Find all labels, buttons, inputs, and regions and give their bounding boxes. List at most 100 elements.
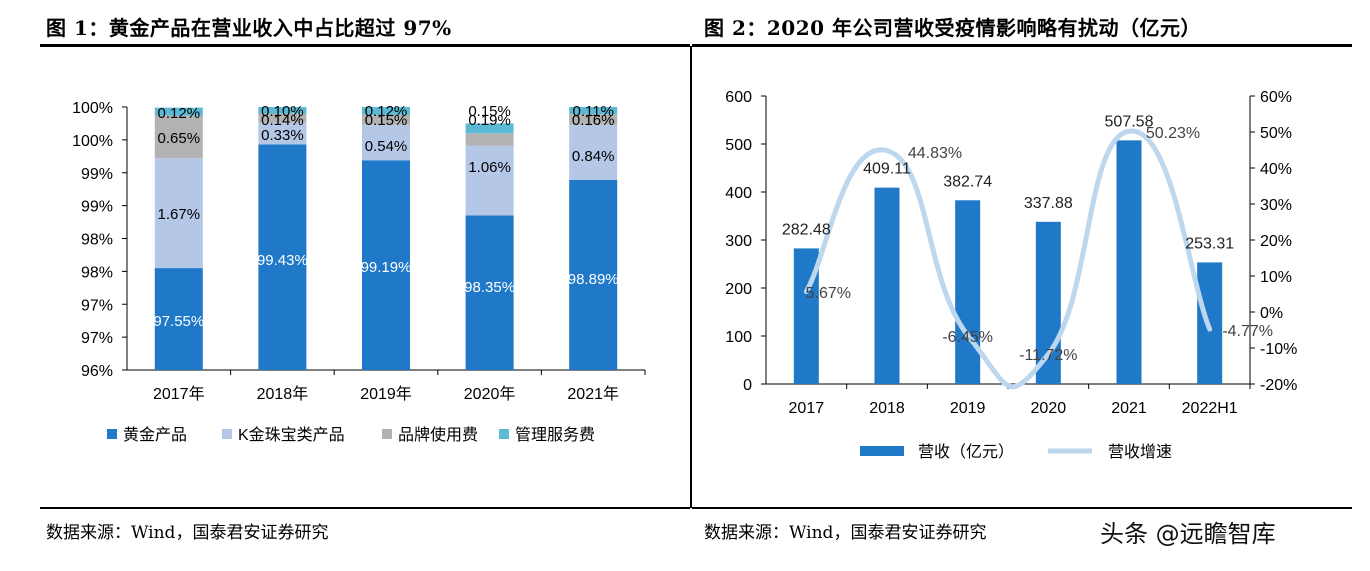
x-tick-label: 2022H1 bbox=[1182, 400, 1238, 417]
figure-2-source: 数据来源：Wind，国泰君安证券研究 bbox=[704, 523, 987, 543]
figure-1-title-rule bbox=[40, 44, 690, 47]
bar-segment-管理服务费 bbox=[465, 123, 514, 134]
revenue-bar bbox=[955, 200, 981, 384]
right-tick-label: 40% bbox=[1260, 161, 1292, 178]
figure-1-source: 数据来源：Wind，国泰君安证券研究 bbox=[46, 523, 329, 543]
revenue-data-label: 337.88 bbox=[1024, 195, 1073, 212]
bar-segment-K金珠宝类产品 bbox=[569, 124, 618, 180]
figure-2-title-rule bbox=[692, 44, 1352, 47]
revenue-data-label: 409.11 bbox=[863, 161, 911, 178]
legend-label: 黄金产品 bbox=[123, 426, 187, 444]
bar-segment-黄金产品 bbox=[258, 144, 307, 370]
data-label-gold: 97.55% bbox=[153, 313, 204, 330]
x-tick-label: 2017 bbox=[789, 400, 825, 417]
legend-label-revenue: 营收（亿元） bbox=[918, 443, 1014, 461]
data-label-kgold: 1.67% bbox=[158, 206, 201, 223]
right-tick-label: 50% bbox=[1260, 125, 1292, 142]
figure-1-bottom-rule bbox=[40, 507, 690, 509]
bar-segment-管理服务费 bbox=[258, 107, 307, 114]
bar-segment-品牌使用费 bbox=[258, 113, 307, 123]
revenue-data-label: 507.58 bbox=[1105, 113, 1154, 130]
legend-label: K金珠宝类产品 bbox=[238, 426, 345, 444]
revenue-data-label: 253.31 bbox=[1185, 235, 1234, 252]
revenue-bar bbox=[874, 187, 900, 384]
x-tick-label: 2019 bbox=[950, 400, 986, 417]
y-tick-label: 98% bbox=[81, 264, 113, 281]
data-label-service: 0.10% bbox=[261, 103, 304, 120]
data-label-brand: 0.19% bbox=[468, 112, 511, 129]
y-tick-label: 97% bbox=[81, 297, 113, 314]
x-tick-label: 2021年 bbox=[567, 385, 619, 403]
bar-segment-管理服务费 bbox=[154, 107, 203, 116]
y-tick-label: 99% bbox=[81, 199, 113, 216]
left-tick-label: 400 bbox=[725, 185, 752, 202]
left-tick-label: 100 bbox=[725, 329, 752, 346]
data-label-gold: 98.35% bbox=[464, 279, 515, 296]
bar-segment-黄金产品 bbox=[154, 268, 203, 370]
y-tick-label: 96% bbox=[81, 363, 113, 380]
bar-segment-黄金产品 bbox=[362, 160, 410, 370]
revenue-bar bbox=[1116, 140, 1142, 384]
right-tick-label: 0% bbox=[1260, 305, 1283, 322]
data-label-brand: 0.65% bbox=[158, 130, 201, 147]
bar-segment-黄金产品 bbox=[465, 215, 514, 370]
data-label-kgold: 0.84% bbox=[572, 148, 615, 165]
figure-2-panel: 图 2：2020 年公司营收受疫情影响略有扰动（亿元） 0 100 200 300 40… bbox=[692, 0, 1370, 571]
y-tick-label: 99% bbox=[81, 166, 113, 183]
right-tick-label: 30% bbox=[1260, 197, 1292, 214]
right-tick-label: -10% bbox=[1260, 341, 1297, 358]
x-tick-label: 2021 bbox=[1111, 400, 1147, 417]
right-tick-label: 60% bbox=[1260, 89, 1292, 106]
data-label-gold: 99.19% bbox=[361, 259, 412, 276]
revenue-data-label: 282.48 bbox=[782, 221, 831, 238]
data-label-gold: 99.43% bbox=[257, 252, 308, 269]
legend-swatch-revenue bbox=[860, 446, 904, 456]
bar-segment-管理服务费 bbox=[569, 107, 618, 115]
bar-segment-K金珠宝类产品 bbox=[465, 145, 514, 216]
bar-segment-K金珠宝类产品 bbox=[362, 124, 410, 161]
revenue-combo-chart: 0 100 200 300 400 500 600 -20% -10% 0% 10% 20% 30% 40… bbox=[725, 89, 1297, 461]
watermark-text: 头条 @远瞻智库 bbox=[1100, 520, 1276, 548]
legend-swatch bbox=[107, 429, 117, 439]
x-tick-label: 2018 bbox=[869, 400, 905, 417]
data-label-service: 0.12% bbox=[365, 103, 408, 120]
left-tick-label: 300 bbox=[725, 233, 752, 250]
left-tick-label: 200 bbox=[725, 281, 752, 298]
growth-data-label: -11.72% bbox=[1019, 347, 1077, 364]
growth-data-label: 44.83% bbox=[908, 145, 962, 162]
data-label-service: 0.12% bbox=[158, 105, 201, 122]
y-tick-label: 100% bbox=[72, 133, 113, 150]
figure-1-title: 图 1：黄金产品在营业收入中占比超过 97% bbox=[46, 16, 452, 40]
data-label-service: 0.15% bbox=[468, 103, 511, 120]
left-tick-label: 600 bbox=[725, 89, 752, 106]
right-tick-label: 10% bbox=[1260, 269, 1292, 286]
bar-segment-黄金产品 bbox=[569, 179, 618, 370]
right-tick-label: 20% bbox=[1260, 233, 1292, 250]
growth-line bbox=[803, 128, 1213, 390]
data-label-kgold: 0.33% bbox=[261, 127, 304, 144]
right-tick-label: -20% bbox=[1260, 377, 1297, 394]
legend-swatch bbox=[499, 429, 509, 439]
growth-data-label: -4.77% bbox=[1222, 323, 1273, 340]
bar-segment-品牌使用费 bbox=[465, 133, 514, 146]
bar-segment-品牌使用费 bbox=[154, 115, 203, 159]
figure-2-title: 图 2：2020 年公司营收受疫情影响略有扰动（亿元） bbox=[704, 16, 1202, 40]
bar-segment-品牌使用费 bbox=[362, 114, 410, 125]
data-label-gold: 98.89% bbox=[568, 271, 619, 288]
data-label-brand: 0.15% bbox=[365, 112, 408, 129]
legend-swatch bbox=[382, 429, 392, 439]
legend-label: 品牌使用费 bbox=[398, 426, 478, 444]
bar-segment-K金珠宝类产品 bbox=[258, 122, 307, 145]
y-tick-label: 97% bbox=[81, 330, 113, 347]
legend-label-growth: 营收增速 bbox=[1108, 443, 1172, 461]
x-tick-label: 2019年 bbox=[360, 385, 412, 403]
data-label-brand: 0.14% bbox=[261, 112, 304, 129]
legend-swatch bbox=[222, 429, 232, 439]
x-tick-label: 2018年 bbox=[257, 385, 309, 403]
stacked-bar-chart: 96% 97% 97% 98% 98% 99% 99% 100% 100% 2017年 2018年 2… bbox=[72, 100, 646, 444]
figure-1-panel: 图 1：黄金产品在营业收入中占比超过 97% 96% 97% 97% 98% 98% 99… bbox=[40, 16, 690, 543]
left-tick-label: 0 bbox=[743, 377, 752, 394]
left-tick-label: 500 bbox=[725, 137, 752, 154]
revenue-data-label: 382.74 bbox=[943, 173, 992, 190]
x-tick-label: 2020年 bbox=[464, 385, 516, 403]
